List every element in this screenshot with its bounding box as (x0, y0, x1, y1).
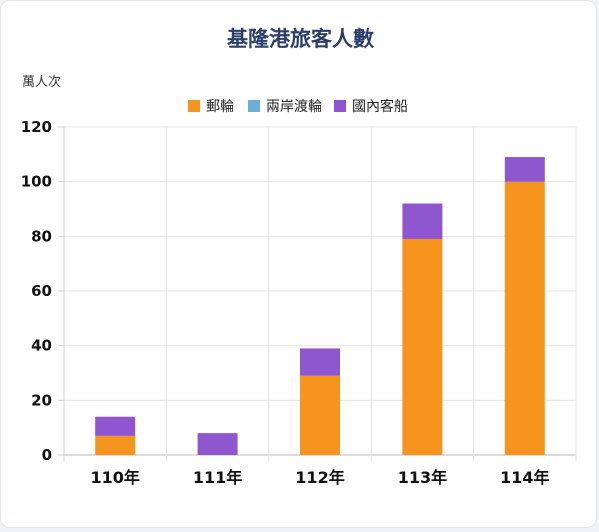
legend-swatch-國內客船[interactable] (334, 100, 346, 112)
y-tick-label: 80 (31, 227, 52, 245)
legend-label[interactable]: 郵輪 (206, 98, 234, 115)
x-tick-label: 111年 (193, 468, 242, 487)
x-tick-label: 113年 (398, 468, 447, 487)
bar-segment-國內客船-114年[interactable] (504, 157, 545, 182)
bar-segment-郵輪-110年[interactable] (95, 435, 136, 455)
bar-segment-國內客船-110年[interactable] (95, 416, 136, 436)
x-tick-label: 110年 (90, 468, 139, 487)
grid-lines (58, 126, 577, 461)
legend: 郵輪 兩岸渡輪 國內客船 (188, 98, 408, 115)
y-tick-label: 20 (31, 391, 52, 409)
chart-title: 基隆港旅客人數 (227, 27, 374, 51)
bar-segment-郵輪-112年[interactable] (300, 375, 340, 455)
bar-segment-郵輪-114年[interactable] (504, 181, 545, 455)
y-tick-label: 60 (31, 282, 52, 300)
axes: 0 20 40 60 80 100 120 110年 111年 112年 113年 114年 (21, 118, 550, 487)
legend-swatch-兩岸渡輪[interactable] (248, 100, 260, 112)
bar-segment-郵輪-113年[interactable] (402, 239, 443, 455)
bars (95, 157, 545, 455)
y-axis-unit-label: 萬人次 (22, 75, 62, 90)
legend-label[interactable]: 國內客船 (352, 98, 408, 115)
y-tick-label: 120 (21, 118, 52, 136)
y-tick-label: 0 (42, 446, 52, 464)
legend-swatch-郵輪[interactable] (188, 100, 200, 112)
y-tick-label: 100 (21, 173, 52, 191)
x-tick-label: 112年 (295, 468, 344, 487)
bar-segment-國內客船-111年[interactable] (197, 433, 238, 455)
legend-label[interactable]: 兩岸渡輪 (266, 98, 322, 115)
bar-segment-國內客船-113年[interactable] (402, 203, 443, 240)
x-tick-label: 114年 (500, 468, 549, 487)
bar-segment-國內客船-112年[interactable] (300, 348, 340, 376)
y-tick-label: 40 (31, 337, 52, 355)
